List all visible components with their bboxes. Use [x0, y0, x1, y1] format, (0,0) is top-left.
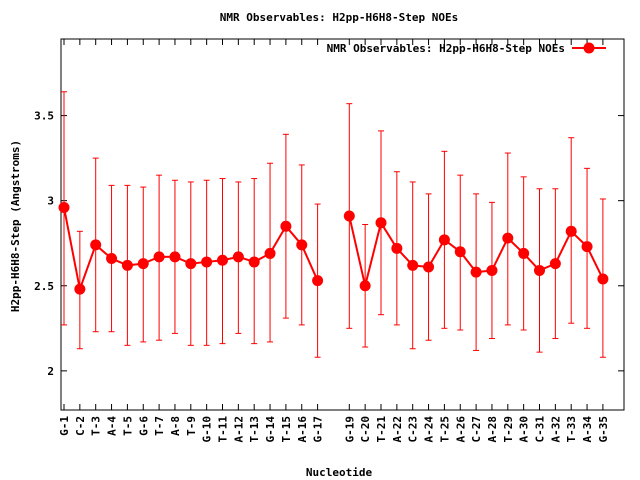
- data-point: [359, 280, 371, 292]
- data-point: [534, 264, 545, 276]
- legend: NMR Observables: H2pp-H6H8-Step NOEs: [327, 42, 606, 55]
- x-tick-label: C-27: [470, 416, 483, 443]
- data-point: [502, 232, 514, 244]
- x-tick-label: T-7: [153, 416, 166, 436]
- series-line-segment: [586, 246, 604, 280]
- x-axis-label: Nucleotide: [306, 466, 373, 479]
- series-line-segment: [63, 207, 81, 290]
- x-tick-label: A-30: [518, 416, 531, 443]
- x-tick-label: G-6: [137, 416, 150, 436]
- y-axis: 2 2.5 3 3.5: [34, 110, 624, 378]
- x-tick-label: A-32: [549, 416, 562, 443]
- x-tick-label: A-26: [454, 416, 467, 443]
- y-tick-label: 3.5: [34, 110, 54, 123]
- data-point: [391, 242, 403, 254]
- y-tick-label: 2: [47, 365, 54, 378]
- x-tick-label: C-2: [74, 416, 87, 436]
- y-tick-label: 2.5: [34, 280, 54, 293]
- legend-marker: [583, 42, 595, 54]
- plot-area: [58, 91, 609, 358]
- data-point: [232, 251, 244, 263]
- data-point: [407, 259, 419, 271]
- x-tick-label: A-16: [296, 416, 309, 443]
- series-line-segment: [300, 244, 319, 282]
- y-tick-label: 3: [47, 195, 54, 208]
- x-tick-label: A-8: [169, 416, 182, 436]
- data-point: [549, 258, 561, 270]
- x-tick-label: T-33: [565, 416, 578, 443]
- chart-title: NMR Observables: H2pp-H6H8-Step NOEs: [220, 11, 458, 24]
- data-point: [121, 259, 133, 271]
- data-point: [438, 234, 450, 246]
- series-line-segment: [348, 215, 367, 286]
- series-line-segment: [364, 222, 382, 287]
- x-tick-label: A-28: [486, 416, 499, 443]
- data-point: [296, 239, 308, 251]
- x-tick-label: G-17: [312, 416, 325, 443]
- series-line-segment: [554, 230, 573, 265]
- x-tick-label: C-20: [359, 416, 372, 443]
- data-point: [343, 210, 355, 222]
- x-tick-label: C-31: [534, 416, 547, 443]
- data-point: [106, 253, 118, 265]
- x-tick-label: T-3: [90, 416, 103, 436]
- data-point: [169, 251, 181, 263]
- x-tick-label: A-4: [106, 416, 119, 436]
- x-tick-label: G-19: [343, 416, 356, 443]
- x-tick-label: T-15: [280, 416, 293, 443]
- plot-frame: [60, 38, 625, 411]
- data-point: [518, 247, 530, 259]
- x-tick-label: A-34: [581, 416, 594, 443]
- x-tick-label: G-35: [597, 416, 610, 443]
- x-tick-label: G-14: [264, 416, 277, 443]
- x-tick-label: A-12: [232, 416, 245, 443]
- series-line-segment: [491, 237, 509, 271]
- data-point: [312, 275, 324, 287]
- y-axis-label: H2pp-H6H8-Step (Angstroms): [9, 140, 22, 312]
- data-point: [137, 258, 149, 270]
- series-line-segment: [78, 244, 97, 290]
- data-point: [280, 220, 292, 232]
- data-point: [597, 273, 609, 285]
- data-point: [264, 247, 276, 259]
- x-tick-label: T-25: [438, 416, 451, 443]
- data-point: [581, 241, 593, 253]
- x-tick-label: G-10: [201, 416, 214, 443]
- data-point: [74, 283, 86, 295]
- data-point: [375, 217, 387, 229]
- data-point: [58, 201, 70, 213]
- x-tick-label: T-9: [185, 416, 198, 436]
- x-tick-label: T-11: [217, 416, 230, 443]
- data-point: [565, 225, 577, 237]
- data-point: [90, 239, 102, 251]
- data-point: [423, 261, 435, 273]
- data-point: [454, 246, 466, 258]
- data-point: [153, 251, 165, 263]
- data-point: [470, 266, 482, 278]
- data-point: [201, 256, 213, 268]
- data-point: [185, 258, 197, 270]
- x-tick-label: G-1: [58, 416, 71, 436]
- x-tick-label: C-23: [407, 416, 420, 443]
- x-tick-label: T-21: [375, 416, 388, 443]
- data-point: [217, 254, 228, 266]
- legend-label: NMR Observables: H2pp-H6H8-Step NOEs: [327, 42, 565, 55]
- x-tick-label: A-22: [391, 416, 404, 443]
- x-tick-label: T-29: [502, 416, 515, 443]
- x-tick-label: T-13: [248, 416, 261, 443]
- x-tick-label: A-24: [423, 416, 436, 443]
- data-point: [248, 256, 260, 268]
- x-tick-label: T-5: [121, 416, 134, 436]
- data-point: [486, 264, 498, 276]
- x-axis: G-1 C-2 T-3 A-4 T-5 G-6 T-7 A-8 T-9 G-10 T-11 A-12 T…: [58, 39, 610, 443]
